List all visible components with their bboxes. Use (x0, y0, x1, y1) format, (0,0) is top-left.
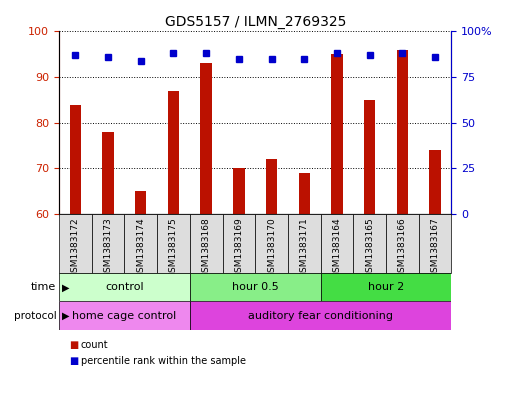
Bar (331, 54, 343, 214)
Text: GSM1383164: GSM1383164 (332, 217, 342, 278)
Bar (397, 50, 408, 214)
Text: auditory fear conditioning: auditory fear conditioning (248, 310, 393, 321)
Text: GSM1383173: GSM1383173 (104, 217, 112, 278)
Bar (168, 91, 179, 214)
Text: count: count (81, 340, 108, 351)
Text: GSM1383174: GSM1383174 (136, 217, 145, 278)
Bar (288, 214, 321, 273)
Bar (223, 214, 255, 273)
Text: GSM1383171: GSM1383171 (300, 217, 309, 278)
Bar (102, 132, 114, 214)
Text: ▶: ▶ (62, 282, 69, 292)
Text: home cage control: home cage control (72, 310, 176, 321)
Text: GSM1383169: GSM1383169 (234, 217, 243, 278)
Bar (386, 214, 419, 273)
Bar (59, 273, 190, 301)
Title: GDS5157 / ILMN_2769325: GDS5157 / ILMN_2769325 (165, 15, 346, 29)
Bar (353, 214, 386, 273)
Bar (190, 214, 223, 273)
Bar (59, 301, 190, 330)
Bar (190, 273, 321, 301)
Text: GSM1383175: GSM1383175 (169, 217, 178, 278)
Text: GSM1383165: GSM1383165 (365, 217, 374, 278)
Bar (255, 214, 288, 273)
Bar (233, 169, 245, 214)
Text: ■: ■ (69, 340, 78, 351)
Bar (419, 214, 451, 273)
Bar (364, 100, 376, 214)
Bar (190, 301, 451, 330)
Text: GSM1383170: GSM1383170 (267, 217, 276, 278)
Bar (92, 214, 125, 273)
Text: GSM1383166: GSM1383166 (398, 217, 407, 278)
Bar (124, 214, 157, 273)
Bar (299, 173, 310, 214)
Text: control: control (105, 282, 144, 292)
Text: GSM1383168: GSM1383168 (202, 217, 211, 278)
Bar (157, 214, 190, 273)
Text: percentile rank within the sample: percentile rank within the sample (81, 356, 246, 366)
Text: ■: ■ (69, 356, 78, 366)
Bar (70, 105, 81, 214)
Text: hour 0.5: hour 0.5 (232, 282, 279, 292)
Bar (135, 191, 147, 214)
Bar (59, 214, 92, 273)
Text: time: time (31, 282, 56, 292)
Bar (201, 63, 212, 214)
Bar (321, 214, 353, 273)
Bar (321, 273, 451, 301)
Text: ▶: ▶ (62, 310, 69, 321)
Text: GSM1383167: GSM1383167 (430, 217, 440, 278)
Bar (266, 160, 278, 214)
Bar (429, 150, 441, 214)
Text: protocol: protocol (14, 310, 56, 321)
Text: GSM1383172: GSM1383172 (71, 217, 80, 278)
Text: hour 2: hour 2 (368, 282, 404, 292)
